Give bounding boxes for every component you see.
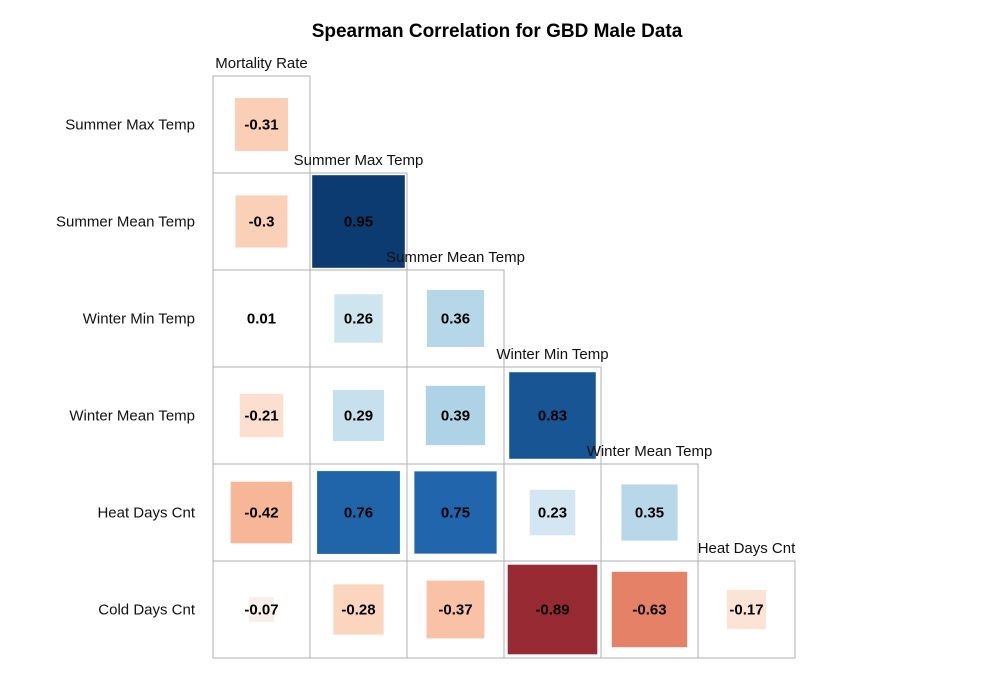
correlation-value-label: -0.89 <box>535 602 569 619</box>
correlation-square <box>312 175 405 268</box>
heatmap-cells: -0.31 -0.3 0.95 0.01 0.26 0.36 -0.21 0.29 0.39 0.… <box>212 75 796 659</box>
heatmap-cell: -0.07 <box>212 560 311 659</box>
correlation-square <box>332 389 385 442</box>
correlation-square <box>509 372 596 459</box>
correlation-value-label: -0.07 <box>244 602 278 619</box>
heatmap-cell: -0.42 <box>212 463 311 562</box>
column-label-winter-min-temp: Winter Min Temp <box>496 346 608 363</box>
correlation-square <box>235 98 288 151</box>
heatmap-cell: 0.26 <box>309 269 408 368</box>
correlation-value-label: 0.83 <box>538 408 567 425</box>
heatmap-cell: 0.36 <box>406 269 505 368</box>
correlation-value-label: -0.28 <box>341 602 375 619</box>
correlation-square <box>230 481 293 544</box>
heatmap-cell: 0.01 <box>212 269 311 368</box>
row-labels: Summer Max Temp Summer Mean Temp Winter Mi… <box>56 117 196 619</box>
heatmap-cell: 0.35 <box>600 463 699 562</box>
correlation-value-label: 0.29 <box>344 408 373 425</box>
heatmap-cell: 0.39 <box>406 366 505 465</box>
correlation-value-label: -0.42 <box>244 505 278 522</box>
row-label-heat-days-cnt: Heat Days Cnt <box>97 505 195 522</box>
heatmap-cell: -0.63 <box>600 560 699 659</box>
row-label-summer-max-temp: Summer Max Temp <box>65 117 195 134</box>
correlation-value-label: -0.63 <box>632 602 666 619</box>
column-label-winter-mean-temp: Winter Mean Temp <box>587 443 713 460</box>
row-label-winter-mean-temp: Winter Mean Temp <box>69 408 195 425</box>
correlation-value-label: 0.75 <box>441 505 470 522</box>
correlation-value-label: 0.95 <box>344 214 373 231</box>
correlation-value-label: -0.3 <box>249 214 275 231</box>
correlation-value-label: 0.23 <box>538 505 567 522</box>
correlation-square <box>333 584 384 635</box>
heatmap-cell: -0.21 <box>212 366 311 465</box>
correlation-value-label: 0.01 <box>247 311 276 328</box>
chart-title: Spearman Correlation for GBD Male Data <box>312 21 683 42</box>
correlation-square <box>317 471 400 554</box>
cell-border <box>697 560 796 659</box>
correlation-square <box>248 596 275 623</box>
heatmap-cell: -0.37 <box>406 560 505 659</box>
correlation-square <box>256 313 267 324</box>
row-label-summer-mean-temp: Summer Mean Temp <box>56 214 195 231</box>
heatmap-cell: 0.29 <box>309 366 408 465</box>
correlation-square <box>414 471 497 554</box>
correlation-value-label: -0.21 <box>244 408 278 425</box>
row-label-cold-days-cnt: Cold Days Cnt <box>98 602 196 619</box>
correlation-value-label: 0.35 <box>635 505 664 522</box>
heatmap-cell: -0.89 <box>503 560 602 659</box>
correlation-square <box>529 489 576 536</box>
correlation-square <box>426 580 485 639</box>
correlation-square <box>425 385 486 446</box>
correlation-square <box>235 195 288 248</box>
correlation-square <box>334 294 383 343</box>
column-label-summer-max-temp: Summer Max Temp <box>294 152 424 169</box>
correlation-value-label: 0.76 <box>344 505 373 522</box>
heatmap-cell: 0.23 <box>503 463 602 562</box>
heatmap-cell: 0.95 <box>309 172 408 271</box>
correlation-value-label: -0.17 <box>729 602 763 619</box>
column-label-heat-days-cnt: Heat Days Cnt <box>698 540 796 557</box>
correlation-square <box>611 571 688 648</box>
heatmap-cell: 0.83 <box>503 366 602 465</box>
correlation-value-label: 0.26 <box>344 311 373 328</box>
correlation-value-label: -0.37 <box>438 602 472 619</box>
heatmap-cell: -0.31 <box>212 75 311 174</box>
heatmap-cell: -0.3 <box>212 172 311 271</box>
correlation-value-label: 0.39 <box>441 408 470 425</box>
heatmap-cell: 0.75 <box>406 463 505 562</box>
row-label-winter-min-temp: Winter Min Temp <box>83 311 195 328</box>
heatmap-cell: -0.28 <box>309 560 408 659</box>
column-label-summer-mean-temp: Summer Mean Temp <box>386 249 525 266</box>
correlation-square <box>427 290 484 347</box>
heatmap-cell: -0.17 <box>697 560 796 659</box>
correlation-square <box>507 564 598 655</box>
correlation-value-label: 0.36 <box>441 311 470 328</box>
column-label-mortality-rate: Mortality Rate <box>215 55 308 72</box>
correlation-square <box>621 484 678 541</box>
correlation-value-label: -0.31 <box>244 117 278 134</box>
heatmap-cell: 0.76 <box>309 463 408 562</box>
correlation-square <box>239 393 284 438</box>
column-labels: Mortality Rate Summer Max Temp Summer Mean… <box>215 55 796 557</box>
correlation-square <box>726 589 767 630</box>
